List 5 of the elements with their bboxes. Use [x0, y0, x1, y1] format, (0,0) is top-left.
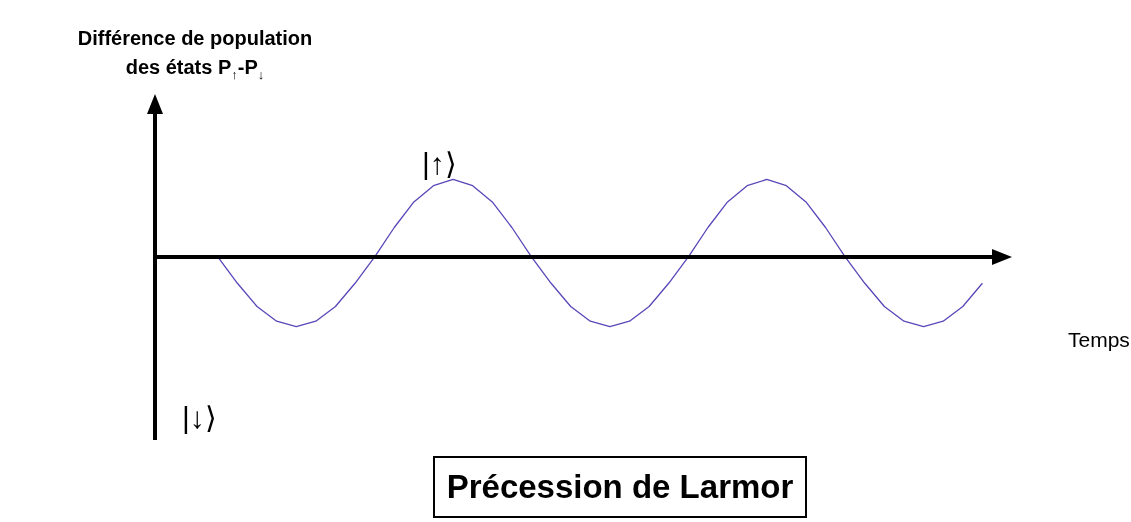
y-axis-title: Différence de population des états P$_{↑}$-P$_{↓}$: [76, 26, 314, 84]
annotation: |↑⟩: [422, 146, 457, 181]
x-axis-title: Temps: [1068, 328, 1130, 352]
text: Précession de Larmor: [433, 456, 807, 518]
text: |↓⟩: [182, 400, 217, 435]
